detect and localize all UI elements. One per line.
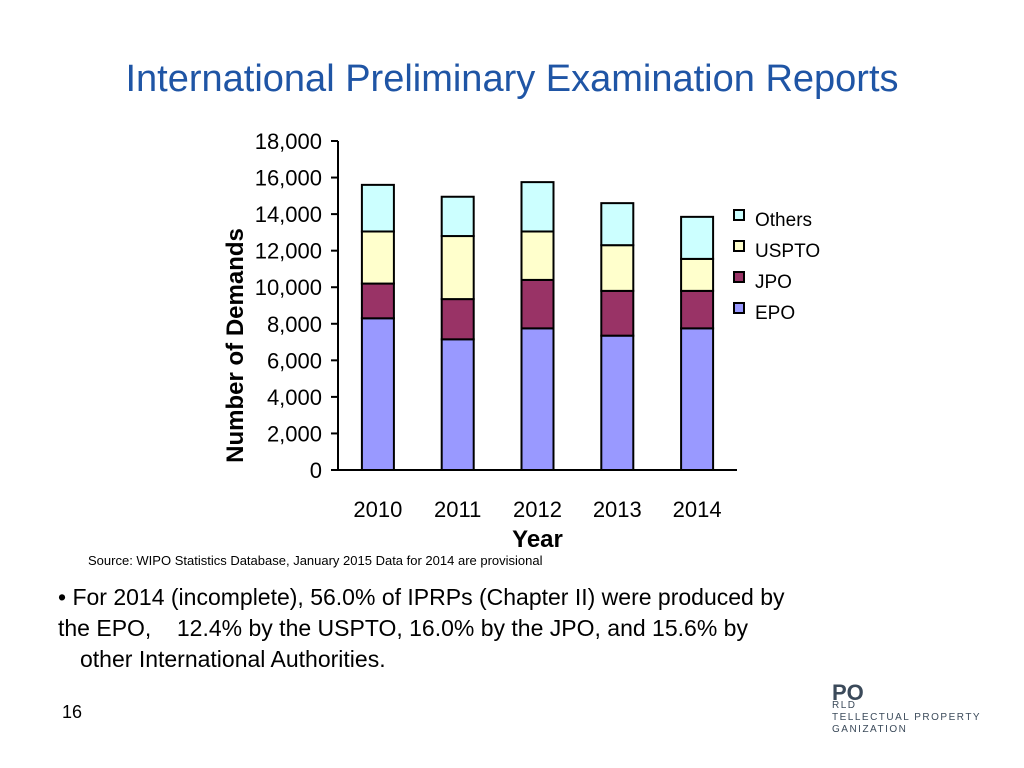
bullet-line-3: other International Authorities.	[80, 646, 386, 672]
x-tick-label: 2010	[353, 497, 402, 522]
legend-label-jpo: JPO	[755, 272, 792, 293]
legend-swatch-others	[733, 209, 745, 221]
y-tick-label: 2,000	[267, 421, 322, 446]
bar-others-2013	[600, 202, 635, 247]
bullet-text: • For 2014 (incomplete), 56.0% of IPRPs …	[58, 582, 918, 675]
legend-label-epo: EPO	[755, 303, 795, 324]
y-tick-label: 6,000	[267, 348, 322, 373]
bars-group	[360, 181, 715, 472]
x-tick-label: 2011	[434, 497, 481, 522]
y-tick-label: 14,000	[255, 202, 322, 227]
bar-epo-2012	[520, 327, 555, 471]
legend-swatch-uspto	[733, 240, 745, 252]
bar-epo-2011	[440, 338, 475, 472]
bar-jpo-2014	[680, 289, 715, 330]
bar-others-2011	[440, 195, 475, 238]
x-tick-label: 2014	[673, 497, 722, 522]
page-number: 16	[62, 702, 83, 722]
legend-label-uspto: USPTO	[755, 241, 820, 262]
bar-jpo-2011	[440, 298, 475, 341]
x-tick-label: 2012	[513, 497, 562, 522]
x-tick-label: 2013	[593, 497, 642, 522]
y-tick-label: 16,000	[255, 166, 322, 191]
y-tick-label: 4,000	[267, 385, 322, 410]
bullet-line-1: • For 2014 (incomplete), 56.0% of IPRPs …	[58, 584, 785, 610]
bar-others-2014	[680, 215, 715, 260]
legend: Others USPTO JPO EPO	[733, 209, 820, 324]
x-axis-title: Year	[512, 526, 563, 553]
bar-others-2012	[520, 181, 555, 233]
legend-label-others: Others	[755, 210, 812, 231]
y-tick-label: 10,000	[255, 275, 322, 300]
y-ticks-group: 0 2,000 4,000 6,000 8,000 10,000 12,000 14,000 1…	[255, 129, 338, 483]
slide-title: International Preliminary Examination Re…	[125, 58, 899, 100]
bar-uspto-2011	[440, 235, 475, 301]
legend-swatch-epo	[733, 302, 745, 314]
bar-uspto-2014	[680, 257, 715, 292]
bar-epo-2014	[680, 327, 715, 471]
logo-line-3: GANIZATION	[832, 724, 908, 735]
x-ticks-group: 2010 2011 2012 2013 2014	[353, 497, 721, 522]
y-tick-label: 0	[310, 458, 322, 483]
logo-line-2: TELLECTUAL PROPERTY	[832, 712, 982, 723]
logo-line-1: RLD	[832, 700, 857, 711]
y-tick-label: 12,000	[255, 239, 322, 264]
bar-jpo-2010	[360, 282, 395, 320]
bar-others-2010	[360, 183, 395, 233]
source-note: Source: WIPO Statistics Database, Januar…	[88, 553, 543, 568]
bar-epo-2013	[600, 334, 635, 471]
bar-uspto-2012	[520, 230, 555, 281]
y-axis-title: Number of Demands	[222, 228, 249, 463]
bar-jpo-2012	[520, 278, 555, 330]
y-tick-label: 18,000	[255, 129, 322, 154]
bullet-line-2: the EPO, 12.4% by the USPTO, 16.0% by th…	[58, 615, 748, 641]
bar-uspto-2013	[600, 244, 635, 292]
bar-uspto-2010	[360, 230, 395, 285]
stacked-bar-chart: 0 2,000 4,000 6,000 8,000 10,000 12,000 14,000 1…	[222, 129, 820, 553]
wipo-logo: PO RLD TELLECTUAL PROPERTY GANIZATION	[832, 680, 992, 740]
y-tick-label: 8,000	[267, 312, 322, 337]
bar-epo-2010	[360, 317, 395, 471]
logo-mark: PO	[832, 680, 864, 705]
legend-swatch-jpo	[733, 271, 745, 283]
bar-jpo-2013	[600, 289, 635, 337]
